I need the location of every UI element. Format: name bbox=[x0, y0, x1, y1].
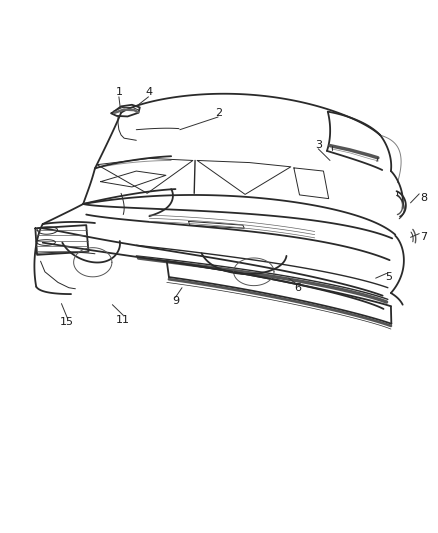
Text: 15: 15 bbox=[60, 317, 74, 327]
Text: 9: 9 bbox=[172, 296, 179, 306]
Text: 4: 4 bbox=[146, 86, 153, 96]
Text: 8: 8 bbox=[420, 192, 427, 203]
Text: 6: 6 bbox=[294, 282, 301, 293]
Text: 11: 11 bbox=[116, 314, 130, 325]
Text: 3: 3 bbox=[316, 140, 323, 150]
Text: 7: 7 bbox=[420, 232, 427, 243]
Text: 5: 5 bbox=[385, 272, 392, 282]
Text: 1: 1 bbox=[115, 86, 122, 96]
Text: 2: 2 bbox=[215, 108, 223, 118]
